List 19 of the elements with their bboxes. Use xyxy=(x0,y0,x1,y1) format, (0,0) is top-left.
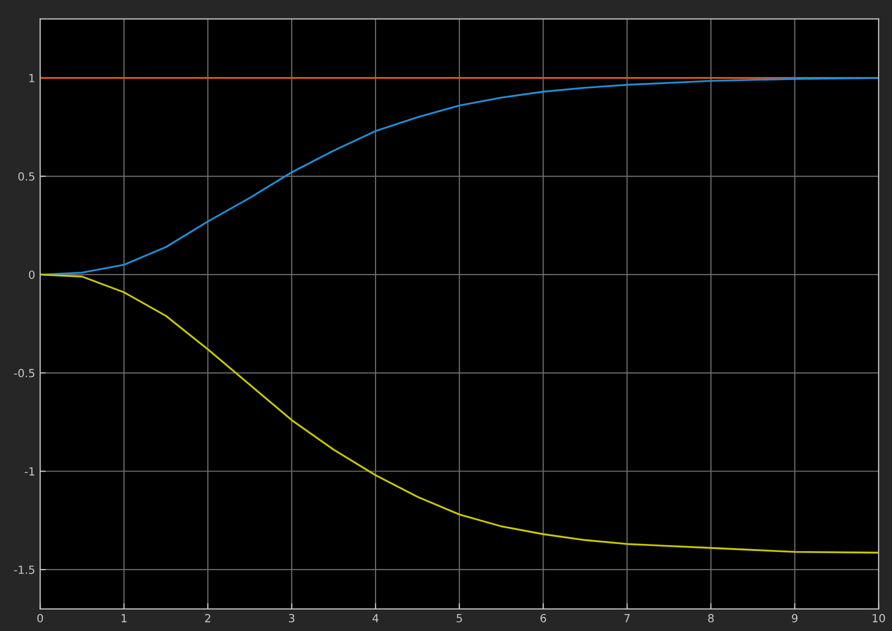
x-tick-label: 3 xyxy=(288,614,294,622)
line-series xyxy=(40,77,879,276)
x-tick-label: 6 xyxy=(540,614,546,622)
x-tick-label: 4 xyxy=(372,614,378,622)
x-tick-label: 7 xyxy=(624,614,630,622)
x-tick-label: 8 xyxy=(708,614,714,622)
x-tick-label: 0 xyxy=(37,614,43,622)
y-tick-label: 0.5 xyxy=(18,172,34,181)
y-tick-label: 1 xyxy=(29,74,34,82)
y-tick-label: -0.5 xyxy=(14,368,34,378)
x-tick-label: 5 xyxy=(456,614,462,622)
x-tick-label: 10 xyxy=(872,614,885,622)
x-tick-label: 1 xyxy=(122,614,126,622)
y-tick-label: 0 xyxy=(28,270,35,279)
line-series xyxy=(40,274,879,554)
y-tick-label: -1.5 xyxy=(14,566,34,574)
y-tick-label: -1 xyxy=(24,467,34,476)
x-tick-label: 9 xyxy=(792,614,798,622)
x-tick-label: 2 xyxy=(205,614,210,622)
